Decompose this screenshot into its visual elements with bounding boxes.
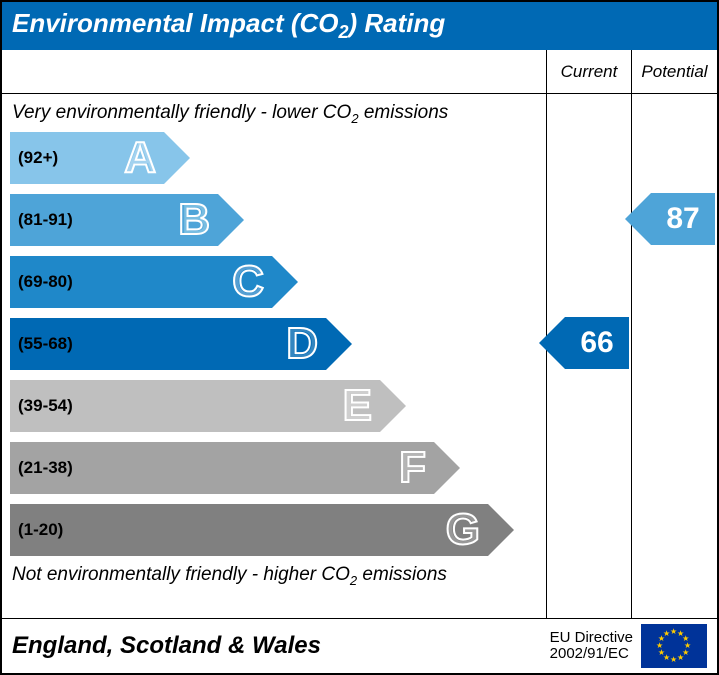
band-A: (92+)AA — [10, 132, 164, 184]
current-column: 66 — [547, 94, 632, 618]
band-range-D: (55-68) — [10, 334, 73, 354]
caption-top: Very environmentally friendly - lower CO… — [2, 102, 546, 126]
band-B: (81-91)BB — [10, 194, 218, 246]
column-header-row: Current Potential — [2, 50, 717, 94]
eir-chart: Environmental Impact (CO2) Rating Curren… — [0, 0, 719, 675]
main-row: Very environmentally friendly - lower CO… — [2, 94, 717, 619]
footer: England, Scotland & Wales EU Directive 2… — [2, 619, 717, 673]
header-spacer — [2, 50, 547, 93]
eu-star: ★ — [663, 629, 670, 638]
eu-flag-icon: ★★★★★★★★★★★★ — [641, 624, 707, 668]
current-pointer: 66 — [565, 317, 629, 369]
eu-star: ★ — [670, 655, 677, 664]
potential-pointer: 87 — [651, 193, 715, 245]
band-E: (39-54)EE — [10, 380, 380, 432]
directive-text: EU Directive 2002/91/EC — [550, 630, 633, 663]
footer-region: England, Scotland & Wales — [12, 632, 321, 660]
directive-line2: 2002/91/EC — [550, 645, 629, 662]
header-current: Current — [547, 50, 632, 93]
potential-column: 87 — [632, 94, 717, 618]
title-bar: Environmental Impact (CO2) Rating — [2, 2, 717, 50]
footer-right: EU Directive 2002/91/EC ★★★★★★★★★★★★ — [550, 624, 707, 668]
title-text: Environmental Impact (CO2) Rating — [12, 8, 445, 43]
band-G: (1-20)GG — [10, 504, 488, 556]
band-range-B: (81-91) — [10, 210, 73, 230]
directive-line1: EU Directive — [550, 629, 633, 646]
bands-list: (92+)AA (81-91)BB (69-80)CC (55-68)DD (39-54… — [2, 132, 546, 556]
band-range-C: (69-80) — [10, 272, 73, 292]
band-range-A: (92+) — [10, 148, 58, 168]
band-range-F: (21-38) — [10, 458, 73, 478]
band-D: (55-68)DD — [10, 318, 326, 370]
band-F: (21-38)FF — [10, 442, 434, 494]
bands-column: Very environmentally friendly - lower CO… — [2, 94, 547, 618]
caption-bottom: Not environmentally friendly - higher CO… — [2, 564, 546, 588]
header-potential: Potential — [632, 50, 717, 93]
band-range-G: (1-20) — [10, 520, 63, 540]
band-range-E: (39-54) — [10, 396, 73, 416]
band-C: (69-80)CC — [10, 256, 272, 308]
eu-star: ★ — [677, 653, 684, 662]
